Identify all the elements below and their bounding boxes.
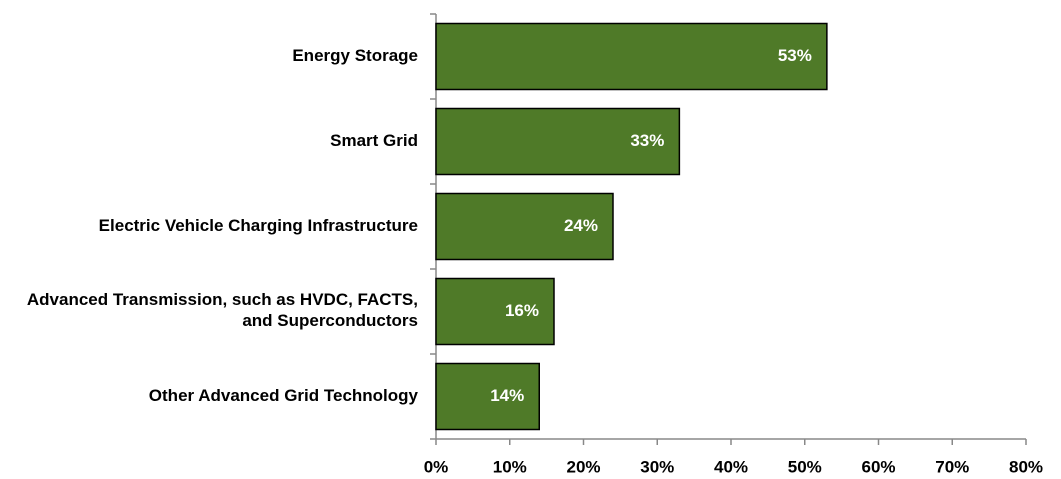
- x-tick-label: 10%: [493, 457, 527, 476]
- value-label: 14%: [490, 386, 524, 405]
- y-tick-label: Electric Vehicle Charging Infrastructure: [99, 216, 418, 235]
- value-label: 16%: [505, 301, 539, 320]
- bar: [435, 362, 540, 431]
- bar: [435, 22, 828, 91]
- x-tick-label: 50%: [788, 457, 822, 476]
- value-label: 24%: [564, 216, 598, 235]
- x-tick-label: 40%: [714, 457, 748, 476]
- x-tick-label: 70%: [935, 457, 969, 476]
- x-tick-label: 0%: [424, 457, 449, 476]
- y-tick-label: Smart Grid: [330, 131, 418, 150]
- y-tick-label: Other Advanced Grid Technology: [149, 386, 419, 405]
- value-label: 53%: [778, 46, 812, 65]
- x-tick-label: 80%: [1009, 457, 1043, 476]
- bar: [435, 192, 614, 261]
- bar: [435, 107, 681, 176]
- y-tick-label: Energy Storage: [292, 46, 418, 65]
- x-tick-label: 30%: [640, 457, 674, 476]
- x-tick-label: 20%: [566, 457, 600, 476]
- bar: [435, 277, 555, 346]
- x-tick-label: 60%: [861, 457, 895, 476]
- y-tick-label: Advanced Transmission, such as HVDC, FAC…: [27, 290, 418, 330]
- value-label: 33%: [630, 131, 664, 150]
